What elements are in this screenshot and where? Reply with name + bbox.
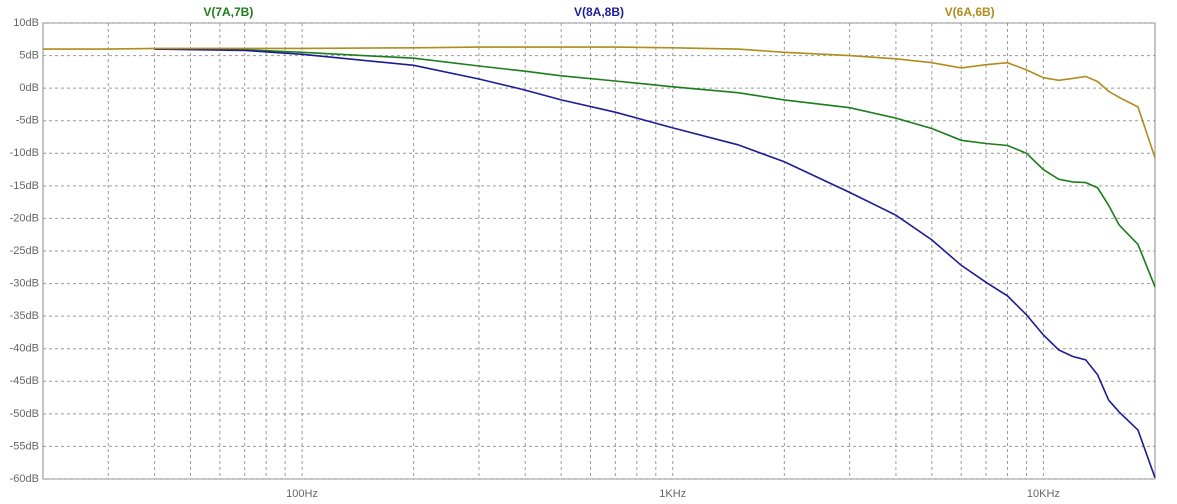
legend-label: V(8A,8B) bbox=[574, 5, 624, 19]
y-tick-label: -15dB bbox=[10, 180, 39, 192]
y-tick-label: -45dB bbox=[10, 375, 39, 387]
y-tick-label: -35dB bbox=[10, 310, 39, 322]
y-tick-label: -55dB bbox=[10, 440, 39, 452]
series-line bbox=[154, 48, 1156, 288]
plot-frame bbox=[42, 22, 1156, 480]
x-tick-label: 100Hz bbox=[286, 488, 318, 500]
y-tick-label: 10dB bbox=[13, 17, 39, 29]
y-tick-label: 5dB bbox=[19, 49, 39, 61]
y-tick-label: -50dB bbox=[10, 408, 39, 420]
series-line bbox=[43, 46, 1156, 159]
y-tick-label: -60dB bbox=[10, 473, 39, 485]
x-tick-label: 1KHz bbox=[659, 488, 686, 500]
legend-label: V(6A,6B) bbox=[945, 5, 995, 19]
legend-label: V(7A,7B) bbox=[203, 5, 253, 19]
y-tick-label: -25dB bbox=[10, 245, 39, 257]
y-tick-label: -10dB bbox=[10, 147, 39, 159]
y-tick-label: -5dB bbox=[16, 115, 39, 127]
series-line bbox=[154, 48, 1156, 478]
y-tick-label: 0dB bbox=[19, 82, 39, 94]
x-tick-label: 10KHz bbox=[1027, 488, 1060, 500]
y-tick-label: -30dB bbox=[10, 277, 39, 289]
y-tick-label: -20dB bbox=[10, 212, 39, 224]
y-tick-label: -40dB bbox=[10, 343, 39, 355]
